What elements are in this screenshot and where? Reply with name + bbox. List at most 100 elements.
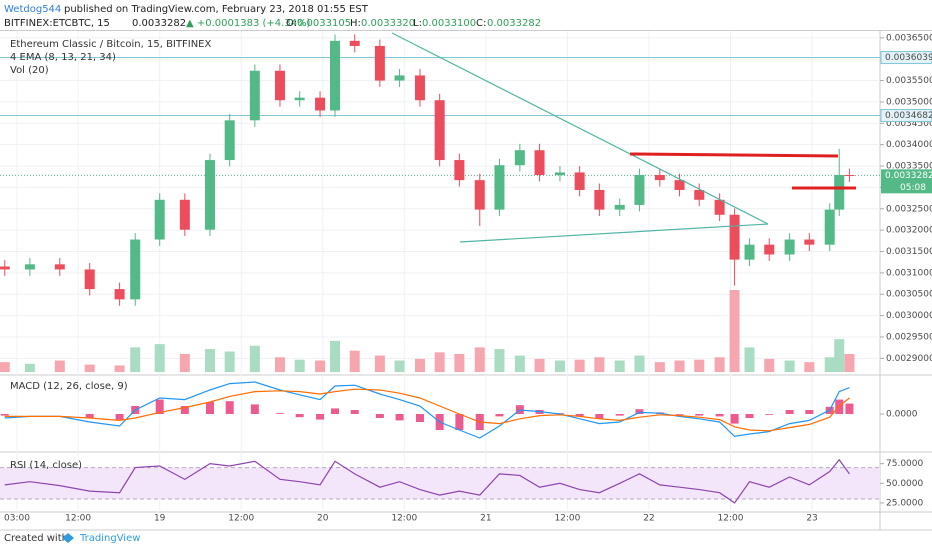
macd-hist [675, 414, 684, 415]
volume-bar [804, 362, 815, 372]
candle-body [694, 189, 705, 200]
volume-bar [434, 352, 445, 372]
volume-bar [224, 351, 235, 372]
volume-bar [714, 357, 725, 372]
h: 0.0033320 [361, 18, 415, 29]
volume-bar [294, 359, 305, 372]
volume-bar [764, 358, 775, 372]
legend: Vol (20) [10, 65, 49, 76]
macd-hist [575, 414, 584, 417]
candle-body [474, 180, 485, 210]
candle-body [179, 199, 190, 230]
macd-hist [745, 414, 754, 418]
macd-title: MACD (12, 26, close, 9) [10, 381, 128, 392]
y-tick-label: 50.0000 [886, 479, 923, 489]
price-label-bg [880, 109, 932, 123]
volume-bar [84, 364, 95, 372]
volume-bar [784, 360, 795, 372]
macd-hist [316, 414, 325, 420]
volume-bar [744, 347, 755, 372]
x-tick-label: 12:00 [65, 514, 91, 524]
macd-hist [785, 410, 794, 414]
candle-body [744, 244, 755, 260]
volume-bar [414, 358, 425, 372]
x-tick-label: 12:00 [228, 514, 254, 524]
volume-bar [729, 290, 740, 372]
x-tick-label: 20 [317, 514, 329, 524]
macd-hist [225, 401, 234, 414]
candle-body [784, 239, 795, 255]
trendline [459, 223, 769, 243]
y-tick-label: 0.0036500 [886, 33, 932, 43]
rsi-line [4, 458, 850, 504]
x-tick-label: 12:00 [718, 514, 744, 524]
logo [62, 533, 74, 543]
candle-body [349, 40, 360, 46]
candle-body [674, 180, 685, 190]
volume-bar [204, 349, 215, 372]
c-label: C: [476, 18, 486, 29]
macd-hist [375, 414, 384, 418]
volume-bar [454, 353, 465, 372]
candle-body [844, 175, 855, 177]
candle-body [274, 70, 285, 101]
volume-bar [844, 353, 855, 372]
macd-hist [765, 414, 774, 415]
candle-body [294, 97, 305, 101]
volume-bar [130, 347, 141, 372]
y-tick-label: 0.0029500 [886, 332, 932, 342]
macd-hist [715, 414, 724, 417]
y-tick-label: 0.0032500 [886, 204, 932, 214]
macd-hist [205, 402, 214, 414]
x-tick-label: 12:00 [554, 514, 580, 524]
y-tick-label: 25.0000 [886, 498, 923, 508]
volume-bar [514, 355, 525, 372]
candle-body [804, 239, 815, 245]
volume-bar [394, 360, 405, 372]
user[interactable]: Wetdog544 [4, 4, 61, 15]
macd-hist [845, 403, 854, 414]
candle-body [454, 160, 465, 181]
candle-body [554, 172, 565, 176]
last: 0.0033282 [132, 18, 186, 29]
candle-body [315, 97, 326, 111]
volume-bar [654, 362, 665, 372]
candle-body [574, 172, 585, 190]
volume-bar [614, 360, 625, 372]
candle-body [414, 75, 425, 101]
y-tick-label: 0.0030000 [886, 311, 932, 321]
macd-hist [730, 414, 739, 424]
macd-hist [85, 414, 94, 418]
x-tick-label: 21 [480, 514, 491, 524]
l: 0.0033100 [422, 18, 476, 29]
countdown: 05:08 [900, 183, 926, 193]
candle-body [249, 70, 260, 121]
last-price-bg [881, 169, 932, 194]
x-tick-label: 12:00 [391, 514, 417, 524]
volume-bar [634, 355, 645, 372]
volume-bar [824, 357, 835, 372]
brand[interactable]: TradingView [79, 533, 140, 544]
volume-bar [24, 363, 35, 372]
volume-bar [274, 357, 285, 372]
candle-body [494, 165, 505, 210]
macd-line [4, 381, 850, 439]
candle-body [654, 175, 665, 181]
macd-hist [275, 413, 284, 414]
footer: Created with [4, 533, 68, 544]
x-tick-label: 23 [806, 514, 817, 524]
volume-bar [674, 360, 685, 372]
y-tick-label: 0.0035000 [886, 97, 932, 107]
o-label: O: [286, 18, 297, 29]
macd-hist [455, 414, 464, 430]
candle-body [534, 150, 545, 176]
y-tick-label: 0.0029000 [886, 354, 932, 364]
y-tick-label: 0.0000 [886, 410, 918, 420]
macd-hist [155, 399, 164, 414]
candle-body [714, 199, 725, 215]
legend: 4 EMA (8, 13, 21, 34) [10, 52, 116, 63]
macd-hist [331, 408, 340, 414]
candle-body [729, 214, 740, 260]
